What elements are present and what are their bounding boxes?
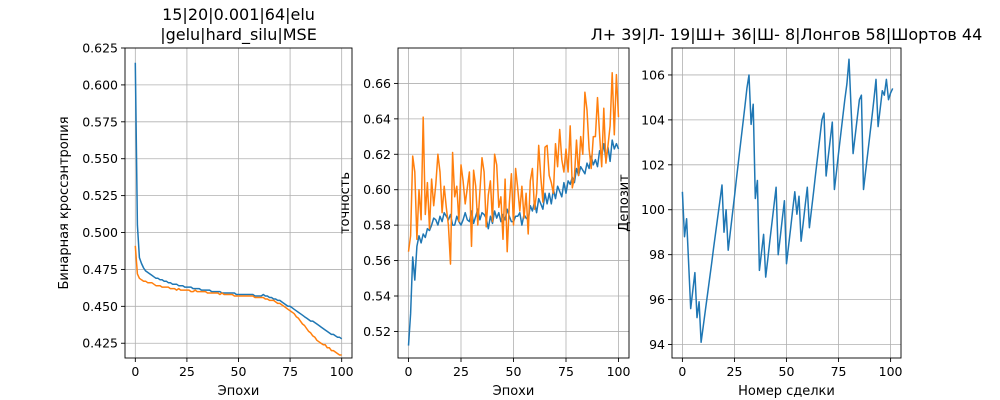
x-tick-label: 75	[558, 364, 574, 379]
x-tick-label: 0	[678, 364, 686, 379]
y-tick-label: 104	[641, 112, 665, 127]
x-axis-label: Номер сделки	[738, 384, 835, 399]
y-axis-label: Депозит	[617, 174, 632, 232]
x-tick-label: 100	[607, 364, 631, 379]
y-tick-label: 0.475	[82, 262, 118, 277]
x-tick-label: 75	[282, 364, 298, 379]
y-tick-label: 0.525	[82, 188, 118, 203]
x-axis-label: Эпохи	[493, 384, 535, 399]
y-tick-label: 0.550	[82, 151, 118, 166]
y-tick-label: 0.58	[363, 218, 391, 233]
y-tick-label: 0.54	[363, 289, 391, 304]
chart-panel-2: 0 25 50 75 100 0.52 0.54 0.56 0.58 0.60 0.62 0.64 0.…	[338, 47, 631, 399]
x-tick-label: 25	[179, 364, 195, 379]
x-tick-label: 100	[879, 364, 903, 379]
y-tick-label: 0.64	[363, 111, 391, 126]
y-tick-label: 96	[649, 292, 665, 307]
x-tick-label: 0	[131, 364, 139, 379]
chart-panel-3: 0 25 50 75 100 94 96 98 100 102 104 106 Номер сделки…	[591, 25, 983, 399]
y-tick-label: 0.62	[363, 147, 391, 162]
y-tick-label: 0.500	[82, 225, 118, 240]
y-tick-label: 0.56	[363, 253, 391, 268]
chart-title: Л+ 39|Л- 19|Ш+ 36|Ш- 8|Лонгов 58|Шортов …	[591, 25, 983, 44]
series-line-1	[681, 58, 894, 344]
x-tick-label: 75	[831, 364, 847, 379]
series-line-1	[134, 62, 343, 340]
x-tick-label: 100	[330, 364, 354, 379]
y-tick-label: 0.575	[82, 114, 118, 129]
y-tick-label: 98	[649, 247, 665, 262]
x-tick-label: 50	[779, 364, 795, 379]
x-axis-label: Эпохи	[218, 384, 260, 399]
y-axis-label: точность	[338, 172, 353, 234]
series-line-2	[134, 245, 342, 356]
y-tick-label: 0.60	[363, 182, 391, 197]
x-tick-label: 50	[506, 364, 522, 379]
y-tick-label: 0.600	[82, 77, 118, 92]
chart-panel-1: 0 25 50 75 100 0.425 0.450 0.475 0.500 0.525 0.550…	[57, 5, 354, 399]
y-tick-label: 100	[641, 202, 665, 217]
y-tick-label: 94	[649, 337, 665, 352]
y-tick-label: 106	[641, 67, 665, 82]
y-axis-label: Бинарная кроссэнтропия	[57, 116, 72, 289]
y-tick-label: 0.66	[363, 76, 391, 91]
x-tick-label: 50	[231, 364, 247, 379]
y-tick-label: 0.52	[363, 324, 391, 339]
y-tick-label: 0.425	[82, 336, 118, 351]
x-tick-label: 0	[405, 364, 413, 379]
chart-title: |gelu|hard_silu|MSE	[160, 25, 317, 45]
y-tick-label: 102	[641, 157, 665, 172]
x-tick-label: 25	[453, 364, 469, 379]
chart-title: 15|20|0.001|64|elu	[162, 5, 315, 24]
y-tick-label: 0.625	[82, 41, 118, 56]
x-tick-label: 25	[727, 364, 743, 379]
series-line-2	[407, 72, 620, 265]
y-tick-label: 0.450	[82, 299, 118, 314]
